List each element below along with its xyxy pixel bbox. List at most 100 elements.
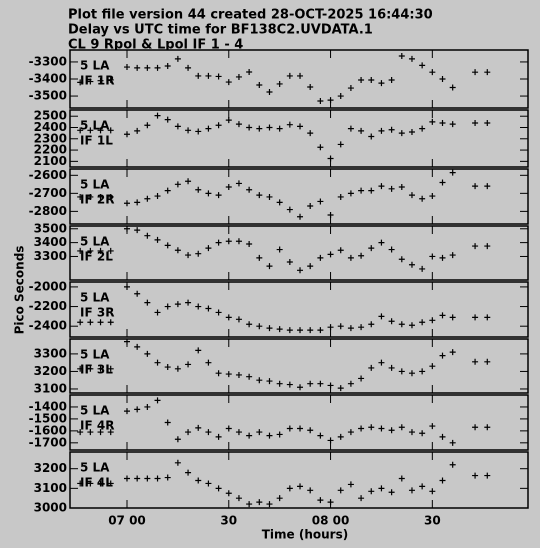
point bbox=[368, 321, 375, 328]
point bbox=[107, 365, 114, 372]
title-line: CL 9 Rpol & Lpol IF 1 - 4 bbox=[68, 38, 243, 53]
point bbox=[97, 127, 104, 134]
point bbox=[368, 488, 375, 495]
point bbox=[276, 199, 283, 206]
panel-frame bbox=[69, 451, 529, 509]
point bbox=[185, 64, 192, 71]
point bbox=[256, 125, 263, 132]
point bbox=[337, 487, 344, 494]
point bbox=[235, 238, 242, 245]
point bbox=[246, 69, 253, 76]
x-tick-label: 30 bbox=[220, 514, 237, 528]
point bbox=[215, 309, 222, 316]
point bbox=[174, 55, 181, 62]
point bbox=[449, 121, 456, 128]
point bbox=[174, 123, 181, 130]
point bbox=[419, 483, 426, 490]
point bbox=[408, 322, 415, 329]
point bbox=[439, 433, 446, 440]
point bbox=[429, 317, 436, 324]
y-tick-label: -3500 bbox=[29, 89, 67, 103]
point bbox=[185, 299, 192, 306]
point bbox=[408, 129, 415, 136]
y-tick-label: 3100 bbox=[34, 481, 67, 495]
point bbox=[107, 247, 114, 254]
point bbox=[235, 180, 242, 187]
panel-frame bbox=[69, 281, 529, 338]
x-tick-label: 08 00 bbox=[312, 514, 350, 528]
point bbox=[77, 79, 84, 86]
panel-frame bbox=[69, 49, 529, 109]
point bbox=[97, 429, 104, 436]
point bbox=[123, 131, 130, 138]
point bbox=[378, 313, 385, 320]
point bbox=[276, 431, 283, 438]
point bbox=[235, 121, 242, 128]
point bbox=[388, 77, 395, 84]
point bbox=[398, 424, 405, 431]
point bbox=[195, 128, 202, 135]
point bbox=[347, 190, 354, 197]
point bbox=[419, 195, 426, 202]
y-tick-label: -2000 bbox=[29, 279, 67, 293]
point bbox=[235, 429, 242, 436]
point bbox=[472, 358, 479, 365]
annotation: 5 LA bbox=[80, 178, 110, 192]
point bbox=[87, 429, 94, 436]
point bbox=[419, 319, 426, 326]
point bbox=[276, 125, 283, 132]
point bbox=[472, 119, 479, 126]
point bbox=[388, 489, 395, 496]
point bbox=[388, 427, 395, 434]
point bbox=[174, 247, 181, 254]
point bbox=[276, 246, 283, 253]
point bbox=[164, 419, 171, 426]
point bbox=[327, 499, 334, 506]
point bbox=[134, 290, 141, 297]
point bbox=[286, 425, 293, 432]
point bbox=[419, 125, 426, 132]
point bbox=[225, 117, 232, 124]
point bbox=[388, 318, 395, 325]
point bbox=[286, 327, 293, 334]
point bbox=[327, 437, 334, 444]
point bbox=[297, 72, 304, 79]
point bbox=[205, 245, 212, 252]
y-tick-label: 3000 bbox=[34, 501, 67, 515]
point bbox=[297, 267, 304, 274]
panel-frame bbox=[69, 168, 529, 225]
point bbox=[195, 250, 202, 257]
point bbox=[235, 73, 242, 80]
point bbox=[347, 125, 354, 132]
point bbox=[484, 472, 491, 479]
title-line: Delay vs UTC time for BF138C2.UVDATA.1 bbox=[68, 23, 373, 38]
point bbox=[307, 263, 314, 270]
point bbox=[97, 480, 104, 487]
point bbox=[185, 361, 192, 368]
x-tick-label: 07 00 bbox=[108, 514, 146, 528]
point bbox=[215, 485, 222, 492]
y-tick-label: 2500 bbox=[34, 109, 67, 123]
point bbox=[123, 338, 130, 345]
point bbox=[266, 263, 273, 270]
point bbox=[358, 187, 365, 194]
point bbox=[87, 127, 94, 134]
y-tick-label: -1400 bbox=[29, 399, 67, 413]
point bbox=[388, 364, 395, 371]
point bbox=[215, 239, 222, 246]
point bbox=[327, 97, 334, 104]
point bbox=[408, 55, 415, 62]
point bbox=[327, 251, 334, 258]
point bbox=[256, 81, 263, 88]
point bbox=[449, 314, 456, 321]
point bbox=[154, 475, 161, 482]
point bbox=[256, 323, 263, 330]
point bbox=[472, 69, 479, 76]
point bbox=[358, 375, 365, 382]
point bbox=[195, 424, 202, 431]
y-axis-label: Pico Seconds bbox=[13, 246, 27, 335]
point bbox=[449, 461, 456, 468]
point bbox=[123, 283, 130, 290]
point bbox=[378, 359, 385, 366]
point bbox=[337, 141, 344, 148]
